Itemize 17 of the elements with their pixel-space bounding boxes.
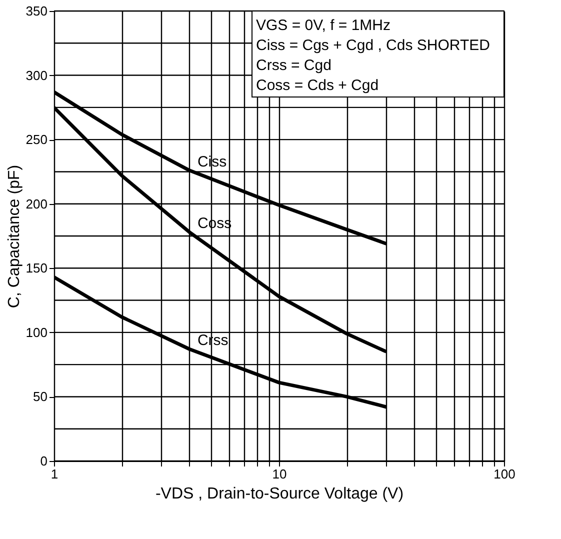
x-tick-label: 10 [272,466,287,482]
x-tick-label: 100 [494,466,516,482]
y-tick-label: 50 [33,389,48,404]
y-tick-label: 200 [26,196,48,212]
y-tick-label: 300 [26,68,48,83]
annotation: Coss = Cds + Cgd [256,77,379,94]
y-tick-label: 250 [26,132,48,148]
y-tick-label: 100 [26,324,48,340]
y-tick-label: 150 [26,260,48,276]
annotation: Ciss = Cgs + Cgd , Cds SHORTED [256,37,490,54]
y-tick-label: 350 [26,4,48,18]
annotation: VGS = 0V, f = 1MHz [256,17,391,34]
y-axis-title: C, Capacitance (pF) [6,164,23,308]
x-tick-label: 1 [50,466,58,482]
annotation: Crss = Cgd [256,57,332,74]
y-tick-label: 0 [40,454,48,468]
x-axis-title: -VDS , Drain-to-Source Voltage (V) [155,486,404,502]
